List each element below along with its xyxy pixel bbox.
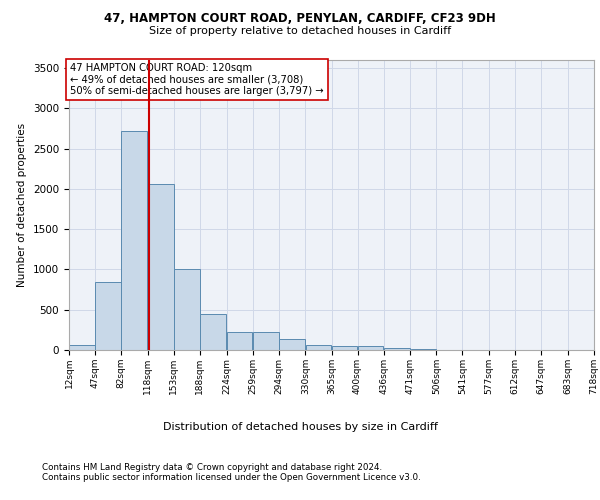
Bar — [305, 345, 331, 350]
Bar — [227, 332, 253, 350]
Bar — [332, 346, 358, 350]
Bar — [148, 184, 173, 350]
Bar — [253, 332, 278, 350]
Bar — [279, 339, 305, 350]
Bar — [69, 345, 95, 350]
Bar — [121, 131, 147, 350]
Text: Contains public sector information licensed under the Open Government Licence v3: Contains public sector information licen… — [42, 472, 421, 482]
Text: Contains HM Land Registry data © Crown copyright and database right 2024.: Contains HM Land Registry data © Crown c… — [42, 462, 382, 471]
Bar — [95, 282, 121, 350]
Bar — [200, 314, 226, 350]
Text: 47, HAMPTON COURT ROAD, PENYLAN, CARDIFF, CF23 9DH: 47, HAMPTON COURT ROAD, PENYLAN, CARDIFF… — [104, 12, 496, 26]
Y-axis label: Number of detached properties: Number of detached properties — [17, 123, 28, 287]
Bar — [385, 348, 410, 350]
Text: Distribution of detached houses by size in Cardiff: Distribution of detached houses by size … — [163, 422, 437, 432]
Text: Size of property relative to detached houses in Cardiff: Size of property relative to detached ho… — [149, 26, 451, 36]
Bar — [410, 349, 436, 350]
Bar — [358, 346, 383, 350]
Bar — [174, 268, 200, 350]
Text: 47 HAMPTON COURT ROAD: 120sqm
← 49% of detached houses are smaller (3,708)
50% o: 47 HAMPTON COURT ROAD: 120sqm ← 49% of d… — [70, 63, 324, 96]
